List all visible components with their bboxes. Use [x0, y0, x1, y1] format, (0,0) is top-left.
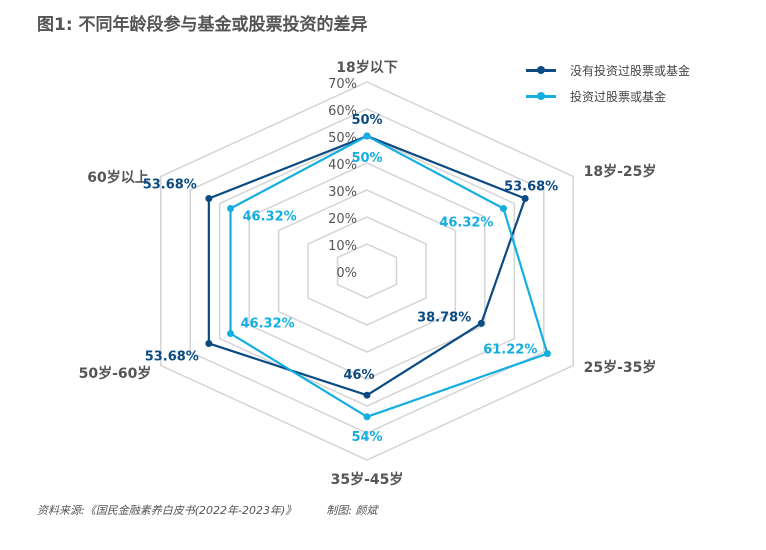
data-label: 50%	[351, 151, 382, 166]
data-point	[543, 350, 551, 358]
data-label: 61.22%	[483, 343, 537, 358]
tick-label: 30%	[328, 185, 357, 200]
chart-title: 图1: 不同年龄段参与基金或股票投资的差异	[37, 15, 368, 35]
data-label: 53.68%	[145, 349, 199, 364]
data-point	[227, 204, 235, 212]
axis-category-label: 18岁以下	[336, 59, 397, 76]
tick-label: 10%	[328, 239, 357, 254]
data-label: 53.68%	[504, 180, 558, 195]
legend-item-invest: 投资过股票或基金	[526, 88, 666, 105]
author-text: 制图: 颜斌	[326, 504, 378, 517]
axis-category-label: 35岁-45岁	[331, 471, 404, 488]
source-note: 资料来源:《国民金融素养白皮书(2022年-2023年)》 制图: 颜斌	[37, 502, 407, 518]
axis-category-label: 60岁以上	[87, 169, 148, 186]
tick-label: 70%	[328, 77, 357, 92]
grid-ring	[189, 108, 545, 434]
source-text: 资料来源:《国民金融素养白皮书(2022年-2023年)》	[37, 504, 297, 517]
legend-marker	[526, 66, 556, 74]
axis-category-label: 50岁-60岁	[79, 365, 152, 382]
data-point	[227, 330, 235, 338]
data-label: 54%	[351, 430, 382, 445]
data-label: 53.68%	[143, 178, 197, 193]
data-point	[363, 132, 371, 140]
tick-label: 40%	[328, 158, 357, 173]
tick-label: 0%	[336, 266, 357, 281]
legend-marker	[526, 92, 556, 100]
data-point	[205, 195, 213, 203]
legend-label: 投资过股票或基金	[570, 90, 667, 104]
series-line	[207, 134, 527, 397]
legend-label: 没有投资过股票或基金	[570, 64, 691, 78]
data-point	[363, 391, 371, 399]
grid-ring	[248, 162, 486, 380]
data-point	[499, 204, 507, 212]
data-label: 46.32%	[241, 317, 295, 332]
axis-category-label: 18岁-25岁	[584, 163, 657, 180]
tick-label: 20%	[328, 212, 357, 227]
data-point	[205, 339, 213, 347]
data-label: 38.78%	[417, 310, 471, 325]
data-label: 50%	[351, 113, 382, 128]
grid-ring	[336, 243, 398, 299]
axis-category-label: 25岁-35岁	[584, 359, 657, 376]
data-point	[363, 413, 371, 421]
data-point	[477, 319, 485, 327]
data-label: 46.32%	[243, 209, 297, 224]
data-point	[521, 195, 529, 203]
tick-label: 60%	[328, 104, 357, 119]
legend-item-no-invest: 没有投资过股票或基金	[526, 62, 690, 79]
grid-ring	[307, 216, 427, 326]
data-label: 46.32%	[439, 215, 493, 230]
grid-ring	[218, 135, 516, 407]
grid-ring	[160, 81, 574, 461]
data-label: 46%	[343, 368, 374, 383]
grid-ring	[277, 189, 457, 353]
